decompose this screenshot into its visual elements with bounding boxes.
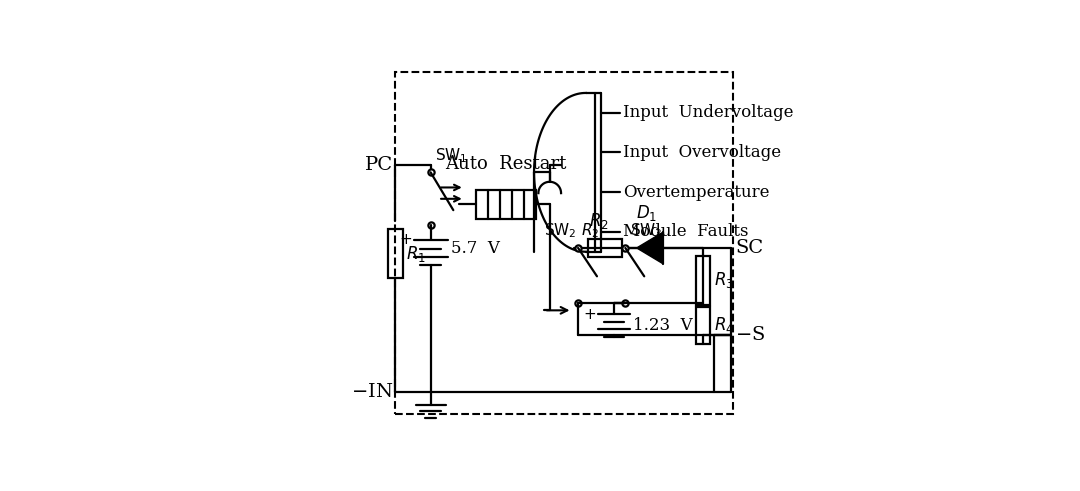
Text: $R_2$: $R_2$ <box>581 221 599 240</box>
Text: Module  Faults: Module Faults <box>623 223 748 241</box>
Text: $R_1$: $R_1$ <box>406 244 426 264</box>
Text: $D_1$: $D_1$ <box>635 203 657 222</box>
Text: PC: PC <box>365 156 393 174</box>
Text: $\mathrm{SW}_3$: $\mathrm{SW}_3$ <box>630 221 663 240</box>
Text: 1.23  V: 1.23 V <box>633 317 692 334</box>
Text: $\mathrm{SW}_2$: $\mathrm{SW}_2$ <box>543 221 577 240</box>
Text: Overtemperature: Overtemperature <box>623 184 770 201</box>
Text: $R_2$: $R_2$ <box>590 211 609 231</box>
Text: +: + <box>583 306 596 322</box>
Text: Input  Overvoltage: Input Overvoltage <box>623 144 782 161</box>
Text: $\mathrm{SW}_1$: $\mathrm{SW}_1$ <box>435 146 468 165</box>
Text: $R_4$: $R_4$ <box>714 315 734 335</box>
Polygon shape <box>637 232 663 264</box>
Text: +: + <box>400 232 413 247</box>
Text: $R_3$: $R_3$ <box>714 270 733 290</box>
Text: $-$IN: $-$IN <box>351 382 393 401</box>
Text: Input  Undervoltage: Input Undervoltage <box>623 104 794 121</box>
Text: 5.7  V: 5.7 V <box>450 240 500 257</box>
Text: Auto  Restart: Auto Restart <box>446 155 567 173</box>
Text: $-$S: $-$S <box>735 326 766 344</box>
Text: SC: SC <box>735 239 764 257</box>
